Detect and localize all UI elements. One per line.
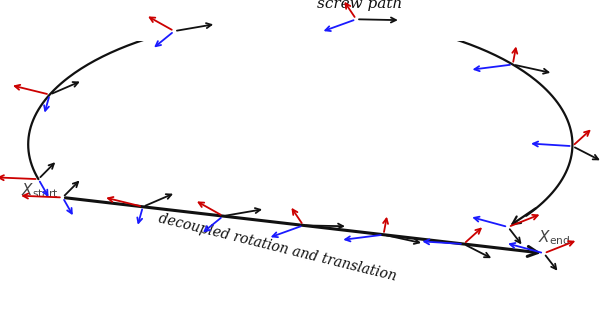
Text: screw path: screw path <box>317 0 402 11</box>
Text: $X_{\mathrm{start}}$: $X_{\mathrm{start}}$ <box>21 181 59 200</box>
Text: $X_{\mathrm{end}}$: $X_{\mathrm{end}}$ <box>538 229 570 247</box>
Text: decoupled rotation and translation: decoupled rotation and translation <box>158 212 398 284</box>
